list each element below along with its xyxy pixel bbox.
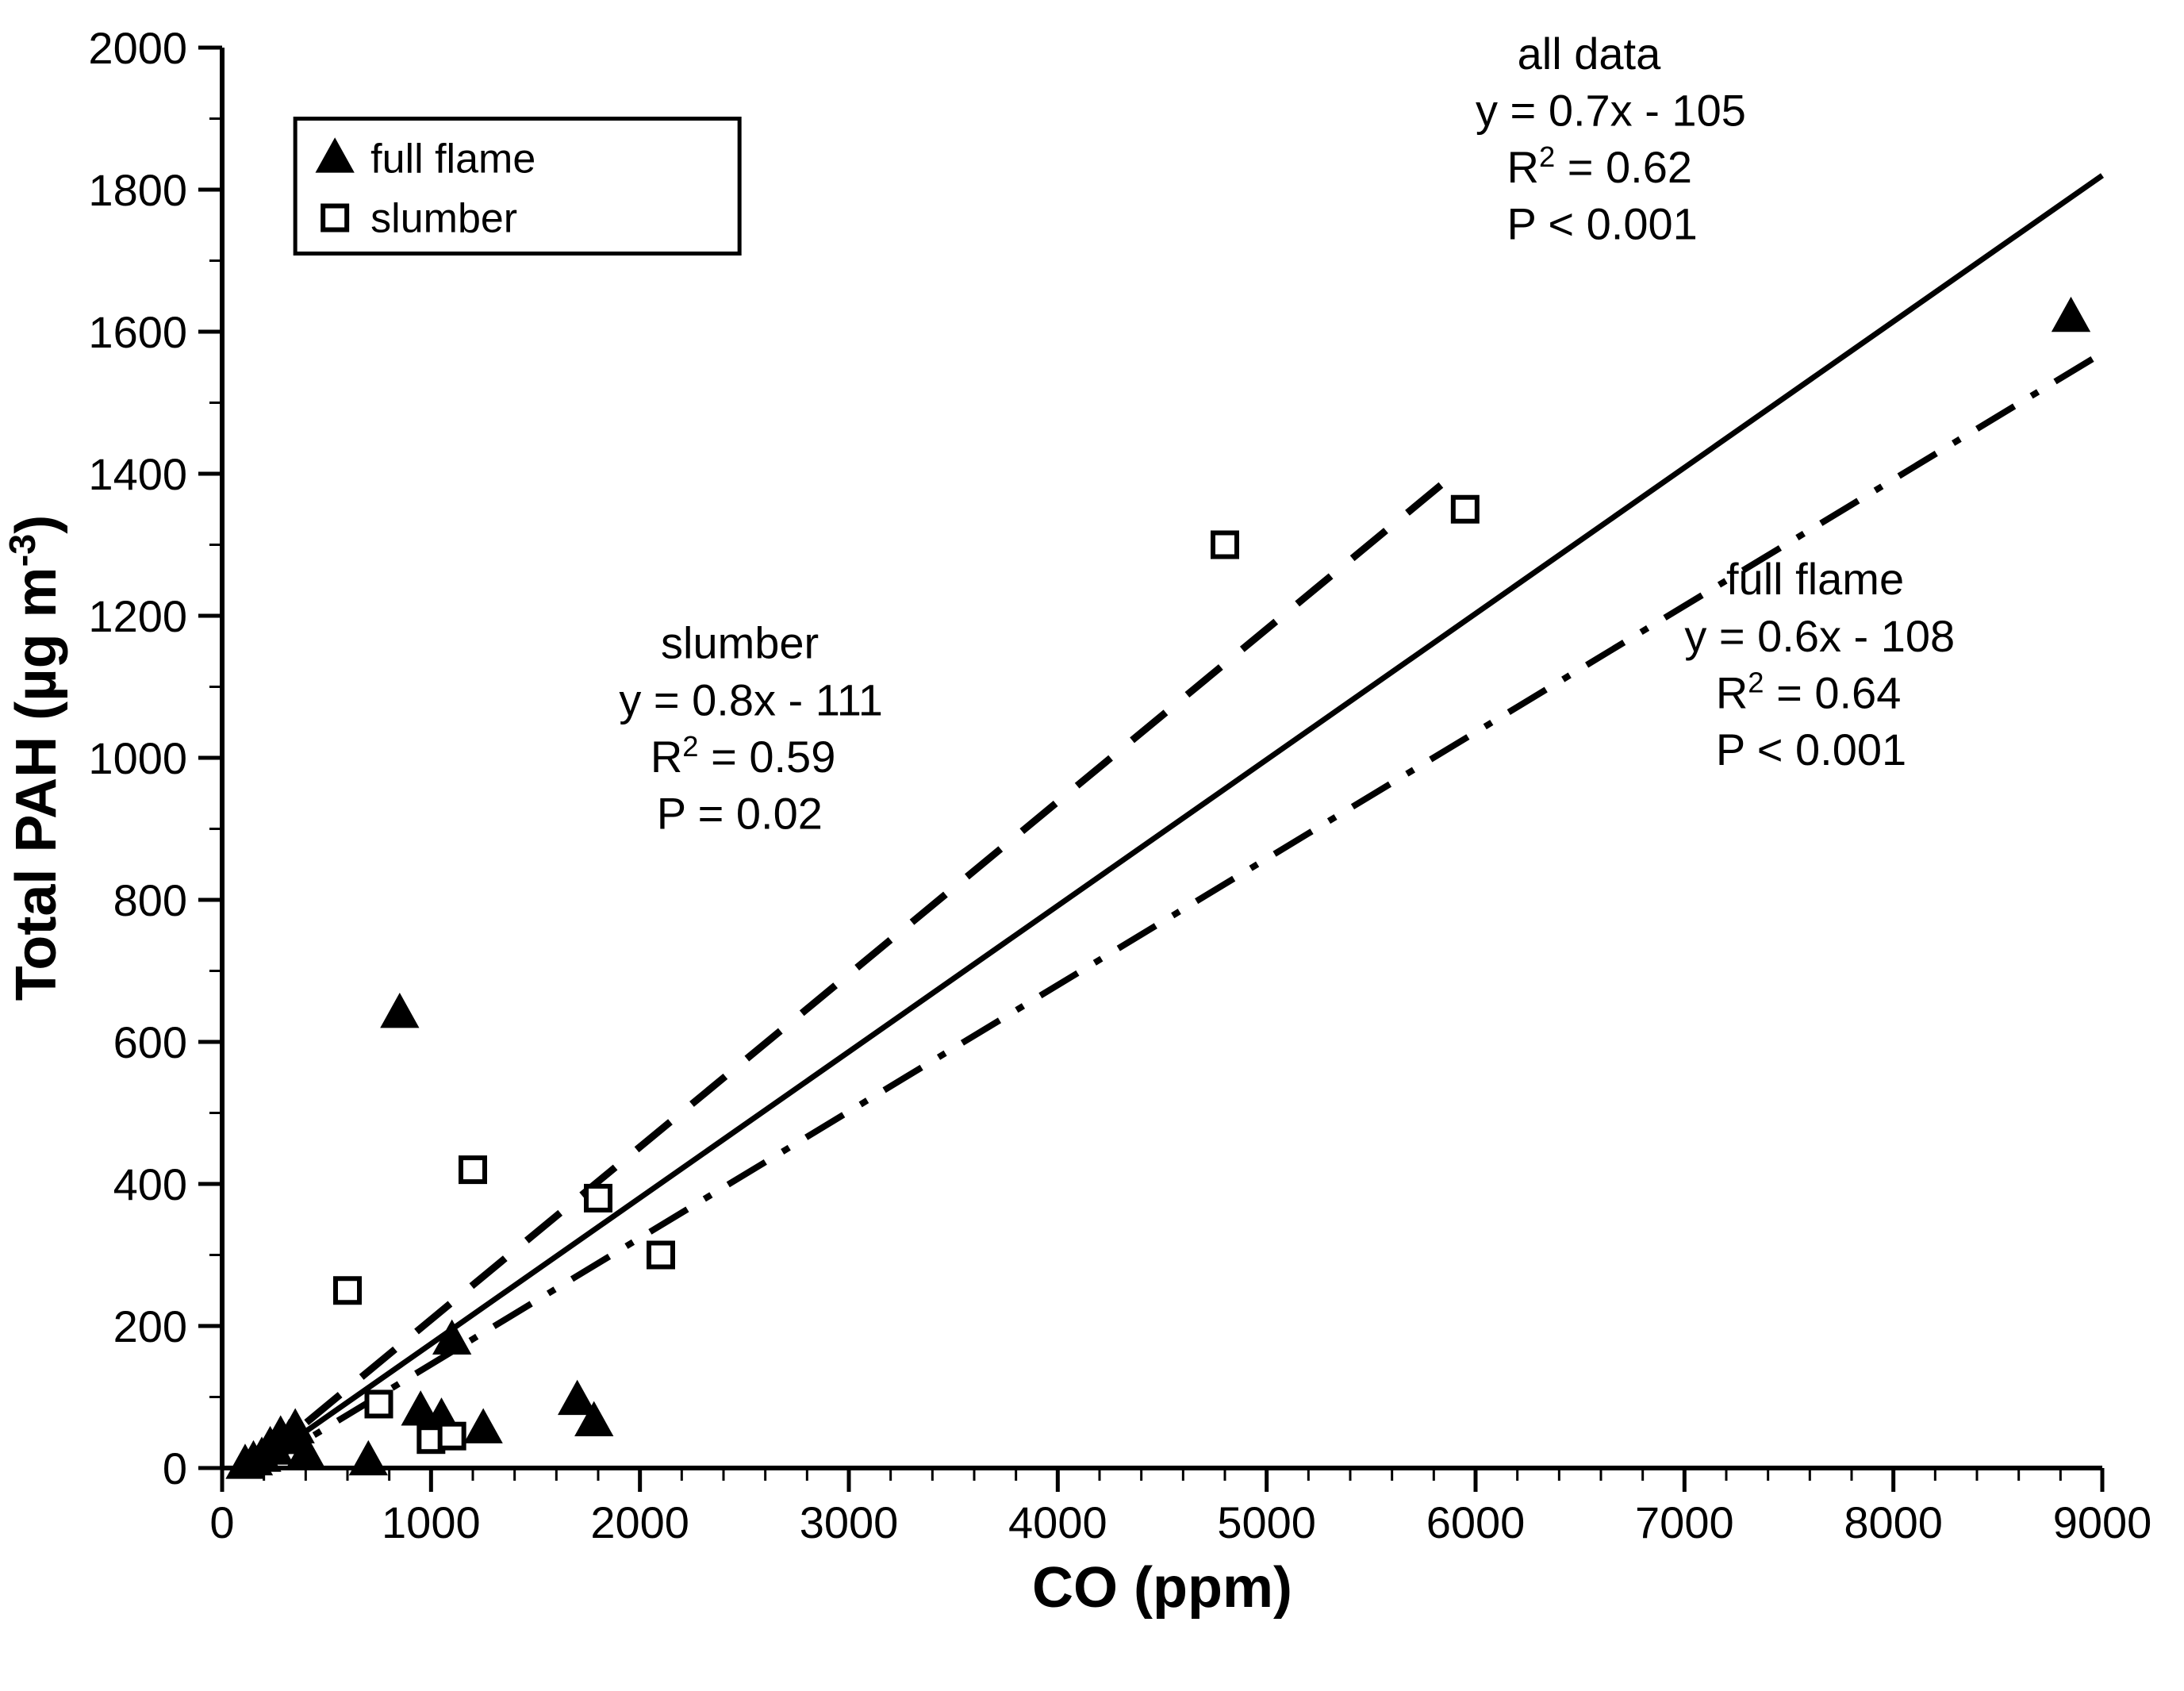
y-tick-label: 1600: [88, 307, 187, 357]
y-tick-label: 1000: [88, 733, 187, 783]
y-tick-label: 800: [113, 875, 187, 925]
x-tick-label: 5000: [1217, 1497, 1316, 1547]
y-tick-label: 1200: [88, 591, 187, 641]
annotation-full_flame_eq: y = 0.6x - 108: [1684, 611, 1955, 661]
y-tick-label: 1800: [88, 165, 187, 215]
marker-square: [440, 1424, 464, 1448]
annotation-slumber_eq: y = 0.8x - 111: [619, 674, 883, 724]
annotation-slumber_p: P = 0.02: [657, 789, 823, 839]
x-axis-label: CO (ppm): [1032, 1556, 1292, 1620]
y-tick-label: 0: [163, 1443, 187, 1493]
annotation-all_data_p: P < 0.001: [1507, 199, 1698, 249]
y-axis-label: Total PAH (µg m-3): [2, 515, 68, 1001]
y-tick-label: 2000: [88, 23, 187, 73]
legend-label-full_flame: full flame: [370, 136, 535, 183]
x-tick-label: 7000: [1635, 1497, 1734, 1547]
annotation-all_data_title: all data: [1518, 29, 1661, 79]
x-tick-label: 1000: [382, 1497, 481, 1547]
annotation-all_data_r2: R2 = 0.62: [1507, 140, 1693, 193]
annotation-full_flame_r2: R2 = 0.64: [1716, 666, 1902, 718]
marker-square: [1453, 498, 1477, 521]
annotation-full_flame_title: full flame: [1726, 554, 1904, 604]
marker-square: [461, 1158, 485, 1182]
y-tick-label: 200: [113, 1301, 187, 1351]
annotation-full_flame_p: P < 0.001: [1716, 724, 1906, 774]
annotation-all_data_eq: y = 0.7x - 105: [1476, 85, 1746, 135]
x-tick-label: 3000: [800, 1497, 899, 1547]
x-tick-label: 2000: [590, 1497, 689, 1547]
x-tick-label: 6000: [1426, 1497, 1526, 1547]
x-tick-label: 9000: [2053, 1497, 2152, 1547]
marker-square: [367, 1392, 391, 1416]
legend: full flame slumber: [295, 119, 739, 254]
marker-square: [336, 1278, 359, 1302]
marker-square: [1213, 533, 1237, 557]
x-tick-label: 4000: [1008, 1497, 1107, 1547]
chart-container: 0 1000 2000 3000 4000 5000 6000 7000 8000 9000 0 20…: [0, 0, 2184, 1691]
y-tick-label: 1400: [88, 449, 187, 499]
pah-vs-co-scatter-chart: 0 1000 2000 3000 4000 5000 6000 7000 8000 9000 0 20…: [0, 0, 2184, 1691]
legend-label-slumber: slumber: [370, 196, 517, 242]
annotation-slumber_r2: R2 = 0.59: [651, 729, 836, 782]
annotation-slumber_title: slumber: [661, 618, 819, 668]
x-tick-label: 8000: [1844, 1497, 1943, 1547]
y-tick-label: 600: [113, 1017, 187, 1067]
y-tick-label: 400: [113, 1159, 187, 1209]
marker-square: [649, 1243, 673, 1267]
x-tick-label: 0: [209, 1497, 234, 1547]
marker-square: [586, 1186, 610, 1210]
marker-square: [323, 206, 347, 230]
